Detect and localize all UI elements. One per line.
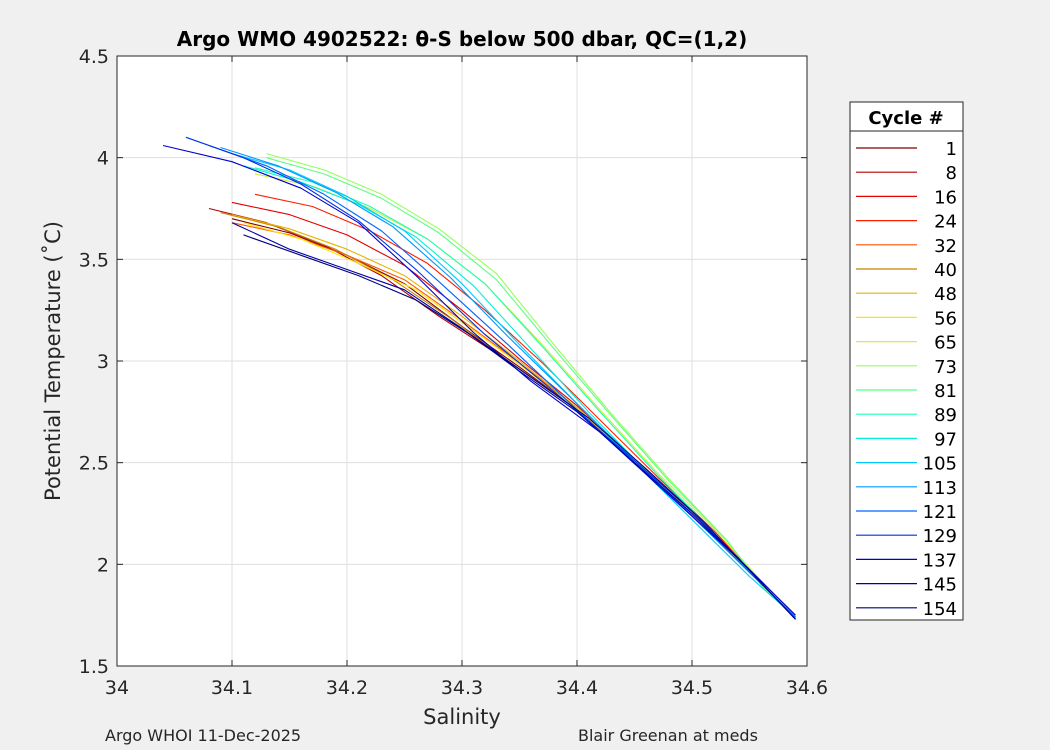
x-axis-label: Salinity (423, 705, 501, 729)
x-tick-label: 34.6 (786, 677, 828, 699)
y-tick-label: 2.5 (79, 453, 109, 475)
series-line (231, 222, 796, 620)
footer-left: Argo WHOI 11-Dec-2025 (105, 726, 302, 745)
legend-label: 56 (934, 308, 957, 329)
legend-label: 48 (934, 284, 957, 305)
series-line (266, 157, 796, 618)
legend: Cycle # 1 8 16 24 32 40 48 56 65 73 81 89 97 105 113 12… (849, 101, 964, 621)
legend-label: 121 (923, 502, 957, 523)
legend-title: Cycle # (868, 108, 943, 129)
x-tick-label: 34.3 (441, 677, 483, 699)
series-line (162, 144, 796, 616)
legend-label: 113 (923, 478, 957, 499)
x-tick-label: 34.4 (556, 677, 598, 699)
y-axis-label: Potential Temperature (˚C) (41, 221, 65, 501)
x-ticks: 34 34.1 34.2 34.3 34.4 34.5 34.6 (105, 56, 828, 699)
x-tick-label: 34.5 (671, 677, 713, 699)
y-tick-label: 4 (97, 148, 109, 170)
legend-label: 32 (934, 236, 957, 257)
legend-label: 145 (923, 575, 957, 596)
x-tick-label: 34.2 (326, 677, 368, 699)
legend-label: 89 (934, 405, 957, 426)
series-line (243, 234, 796, 620)
series-line (254, 193, 796, 618)
y-tick-label: 3.5 (79, 249, 109, 271)
footer-right: Blair Greenan at meds (578, 726, 758, 745)
legend-label: 65 (934, 333, 957, 354)
legend-label: 1 (946, 139, 957, 160)
legend-label: 40 (934, 260, 957, 281)
x-tick-label: 34.1 (211, 677, 253, 699)
y-tick-label: 2 (97, 554, 109, 576)
x-tick-label: 34 (105, 677, 129, 699)
series-line (185, 136, 796, 620)
chart-title: Argo WMO 4902522: θ-S below 500 dbar, QC… (177, 27, 747, 51)
legend-label: 73 (934, 357, 957, 378)
legend-label: 137 (923, 550, 957, 571)
legend-label: 8 (946, 163, 957, 184)
y-tick-label: 3 (97, 351, 109, 373)
legend-label: 129 (923, 526, 957, 547)
series-layer (162, 136, 796, 620)
y-ticks: 1.5 2 2.5 3 3.5 4 4.5 (79, 46, 807, 678)
series-line (208, 144, 796, 618)
legend-label: 154 (923, 599, 957, 620)
legend-label: 16 (934, 187, 957, 208)
legend-label: 105 (923, 454, 957, 475)
legend-label: 81 (934, 381, 957, 402)
series-line (231, 153, 796, 618)
legend-items: 1 8 16 24 32 40 48 56 65 73 81 89 97 105 113 121 129 137 1… (856, 139, 957, 620)
y-tick-label: 1.5 (79, 656, 109, 678)
legend-label: 24 (934, 212, 957, 233)
y-tick-label: 4.5 (79, 46, 109, 68)
legend-label: 97 (934, 429, 957, 450)
legend-box (849, 101, 964, 621)
